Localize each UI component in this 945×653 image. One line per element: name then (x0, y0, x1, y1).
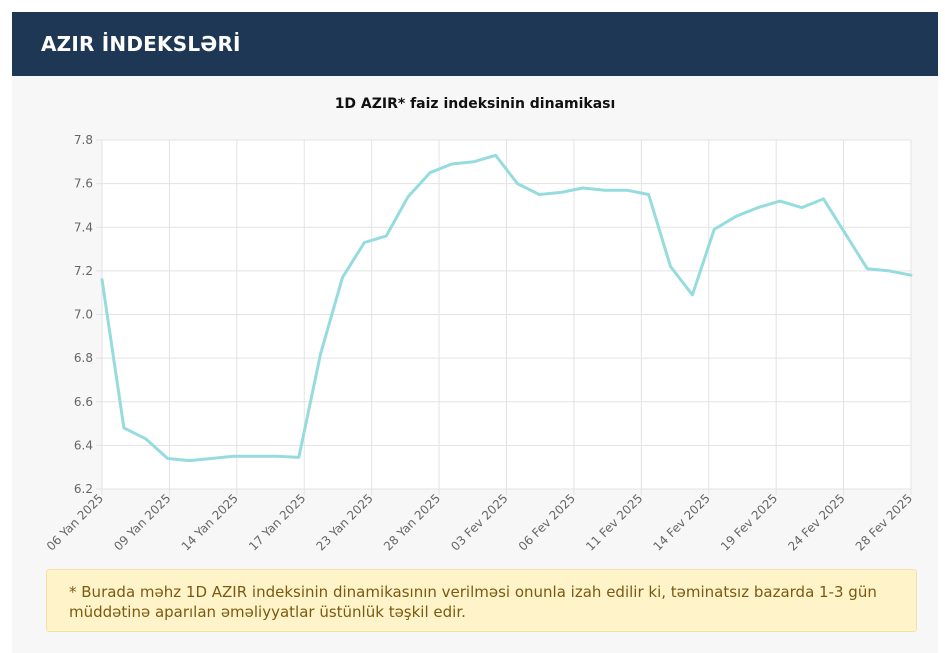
y-tick-label: 6.6 (74, 395, 93, 409)
x-tick-label: 23 Yan 2025 (314, 491, 376, 553)
x-tick-label: 14 Yan 2025 (179, 491, 241, 553)
y-tick-label: 7.4 (74, 220, 93, 234)
y-tick-label: 6.2 (74, 482, 93, 496)
x-tick-label: 11 Fev 2025 (583, 491, 645, 553)
x-tick-label: 19 Fev 2025 (718, 491, 780, 553)
x-tick-label: 06 Yan 2025 (44, 491, 106, 553)
page-header: AZIR İNDEKSLƏRİ (12, 12, 938, 76)
x-tick-label: 28 Fev 2025 (853, 491, 915, 553)
y-tick-label: 7.0 (74, 308, 93, 322)
y-tick-label: 6.8 (74, 351, 93, 365)
x-tick-label: 17 Yan 2025 (246, 491, 308, 553)
footnote-box: * Burada məhz 1D AZIR indeksinin dinamik… (46, 569, 917, 632)
x-tick-label: 24 Fev 2025 (785, 491, 847, 553)
x-tick-label: 09 Yan 2025 (111, 491, 173, 553)
x-tick-label: 14 Fev 2025 (651, 491, 713, 553)
footnote-text: * Burada məhz 1D AZIR indeksinin dinamik… (69, 583, 877, 621)
y-tick-label: 7.8 (74, 133, 93, 147)
y-tick-label: 7.6 (74, 177, 93, 191)
y-tick-label: 6.4 (74, 438, 93, 452)
chart-title: 1D AZIR* faiz indeksinin dinamikası (334, 96, 616, 112)
x-tick-label: 06 Fev 2025 (516, 491, 578, 553)
y-tick-label: 7.2 (74, 264, 93, 278)
x-tick-label: 03 Fev 2025 (448, 491, 510, 553)
series-line (100, 153, 913, 463)
page-title: AZIR İNDEKSLƏRİ (41, 32, 241, 56)
x-tick-label: 28 Yan 2025 (381, 491, 443, 553)
